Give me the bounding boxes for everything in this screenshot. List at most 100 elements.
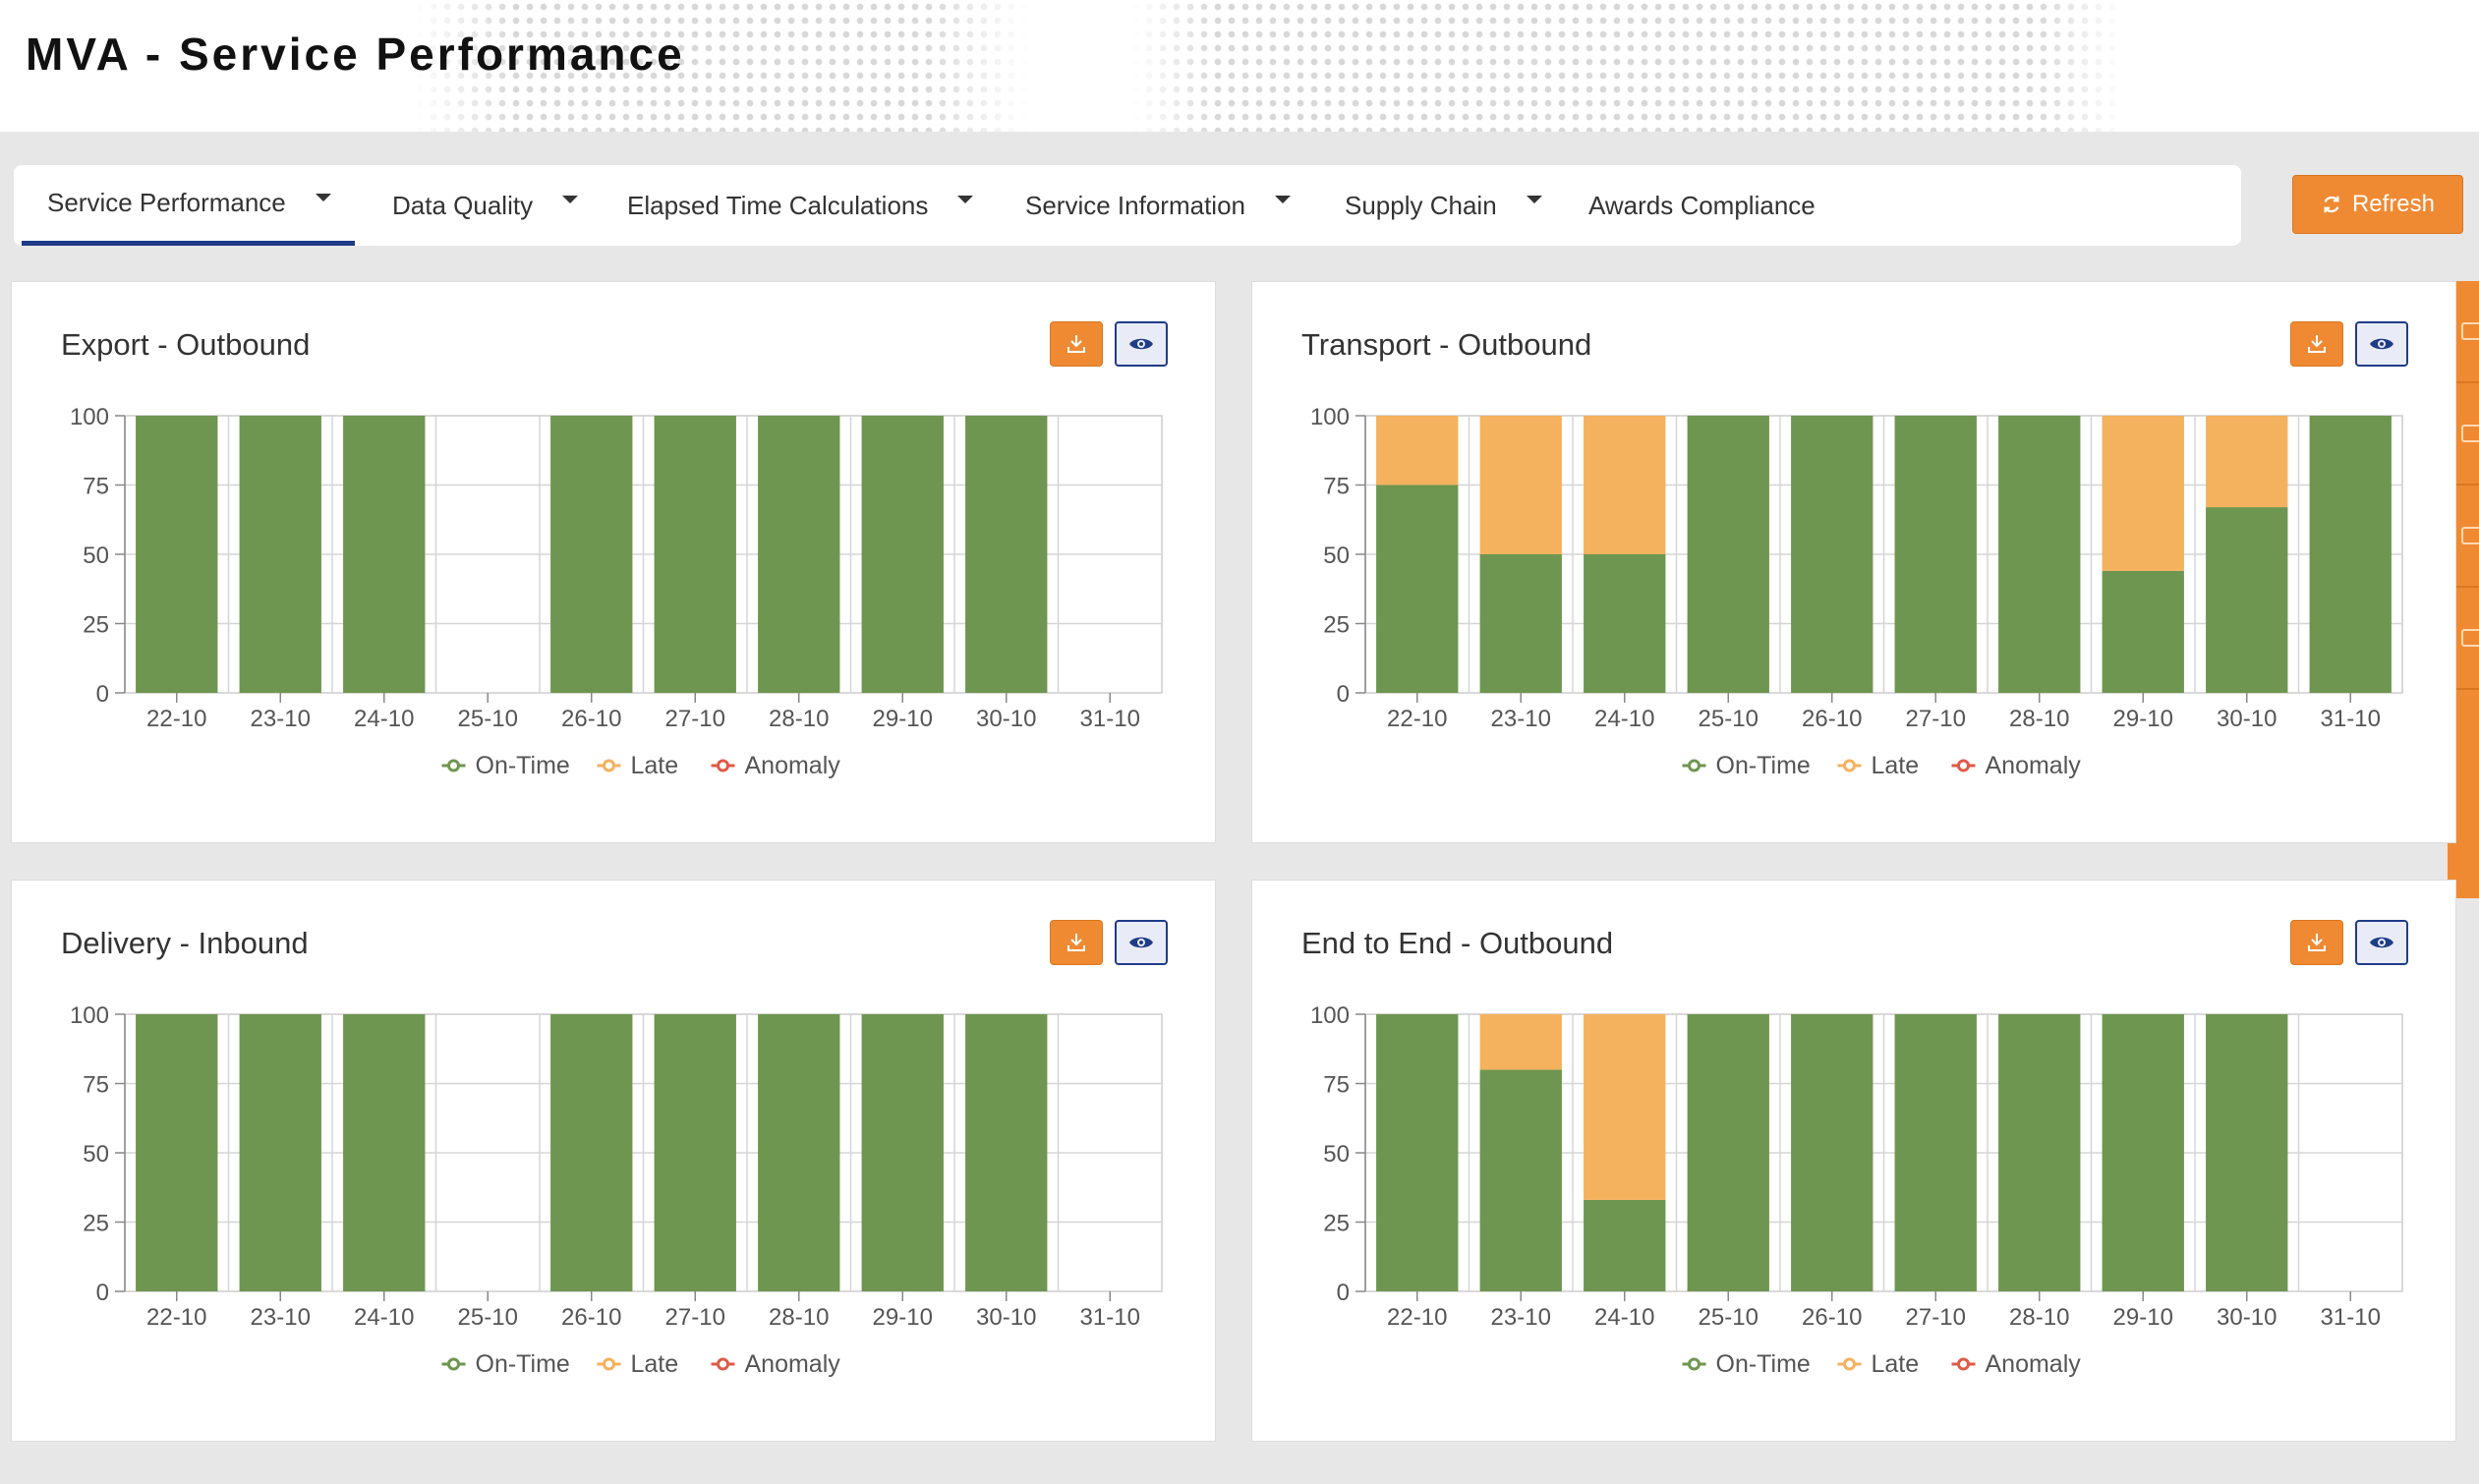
bar-on-time[interactable]	[758, 1014, 840, 1291]
refresh-button[interactable]: Refresh	[2292, 175, 2463, 234]
bar-on-time[interactable]	[2102, 1014, 2184, 1291]
tab-service-information[interactable]: Service Information	[1025, 165, 1291, 246]
x-tick-label: 23-10	[251, 706, 311, 732]
bar-on-time[interactable]	[1687, 416, 1769, 693]
x-tick-label: 28-10	[769, 1304, 829, 1331]
legend-item-late[interactable]: Late	[1837, 752, 1920, 779]
bar-on-time[interactable]	[965, 416, 1048, 693]
bar-on-time[interactable]	[1584, 554, 1666, 693]
x-tick-label: 24-10	[1594, 706, 1654, 732]
bar-on-time[interactable]	[654, 1014, 736, 1291]
legend-item-anomaly[interactable]: Anomaly	[711, 752, 841, 779]
bar-on-time[interactable]	[1687, 1014, 1769, 1291]
legend-item-on-time[interactable]: On-Time	[441, 1350, 570, 1378]
x-tick-label: 31-10	[1080, 706, 1140, 732]
bar-on-time[interactable]	[2206, 507, 2288, 693]
tab-service-performance[interactable]: Service Performance	[22, 165, 355, 246]
bar-late[interactable]	[1479, 416, 1562, 554]
caret-down-icon	[315, 193, 331, 201]
bar-on-time[interactable]	[1376, 1014, 1459, 1291]
bar-on-time[interactable]	[1376, 485, 1459, 694]
bar-on-time[interactable]	[965, 1014, 1048, 1291]
bar-on-time[interactable]	[1479, 1069, 1562, 1291]
bar-on-time[interactable]	[550, 1014, 633, 1291]
bar-on-time[interactable]	[861, 416, 944, 693]
bar-on-time[interactable]	[654, 416, 736, 693]
bar-on-time[interactable]	[1894, 1014, 1977, 1291]
bar-on-time[interactable]	[550, 416, 633, 693]
x-tick-label: 23-10	[1491, 706, 1551, 732]
side-box-button[interactable]	[2448, 485, 2479, 588]
caret-down-icon	[562, 196, 579, 203]
x-tick-label: 30-10	[2217, 706, 2277, 732]
legend-item-late[interactable]: Late	[597, 752, 679, 779]
legend-item-late[interactable]: Late	[597, 1350, 679, 1378]
legend-item-on-time[interactable]: On-Time	[1682, 1350, 1811, 1378]
download-button[interactable]	[2290, 321, 2343, 367]
legend-marker	[447, 759, 460, 772]
view-button[interactable]	[2355, 920, 2408, 965]
bar-on-time[interactable]	[1998, 416, 2081, 693]
bar-late[interactable]	[2102, 416, 2184, 571]
tab-label: Awards Compliance	[1588, 190, 1816, 220]
download-button[interactable]	[1050, 920, 1103, 965]
bar-on-time[interactable]	[758, 416, 840, 693]
chart-title: Transport - Outbound	[1301, 327, 1592, 362]
bar-on-time[interactable]	[2206, 1014, 2288, 1291]
side-book-button[interactable]	[2448, 383, 2479, 485]
bar-on-time[interactable]	[861, 1014, 944, 1291]
legend-item-late[interactable]: Late	[1837, 1350, 1920, 1378]
legend-marker	[1688, 1357, 1701, 1371]
tab-elapsed-time-calculations[interactable]: Elapsed Time Calculations	[627, 165, 974, 246]
chart-card-export-outbound: Export - Outbound 0 25 50 75 100 22-10 23-10 24…	[11, 281, 1216, 843]
bar-late[interactable]	[1584, 1014, 1666, 1200]
side-filter-button[interactable]	[2448, 281, 2479, 383]
download-icon	[2308, 335, 2326, 353]
bar-on-time[interactable]	[136, 416, 218, 693]
x-tick-label: 30-10	[2217, 1304, 2277, 1331]
bar-on-time[interactable]	[2102, 570, 2184, 693]
legend-marker	[1957, 1357, 1970, 1371]
tab-supply-chain[interactable]: Supply Chain	[1345, 165, 1542, 246]
download-icon	[1067, 335, 1085, 353]
bar-on-time[interactable]	[1998, 1014, 2081, 1291]
bar-on-time[interactable]	[239, 1014, 321, 1291]
handshake-icon	[2461, 629, 2479, 647]
bar-late[interactable]	[1584, 416, 1666, 554]
bar-on-time[interactable]	[343, 416, 426, 693]
bar-on-time[interactable]	[1791, 416, 1874, 693]
tab-label: Service Information	[1025, 190, 1245, 220]
tab-label: Data Quality	[392, 190, 534, 220]
bar-on-time[interactable]	[136, 1014, 218, 1291]
x-tick-label: 31-10	[2321, 1304, 2381, 1331]
bar-on-time[interactable]	[2309, 416, 2392, 693]
legend-marker	[1688, 759, 1701, 772]
download-button[interactable]	[2290, 920, 2343, 965]
bar-on-time[interactable]	[239, 416, 321, 693]
tab-awards-compliance[interactable]: Awards Compliance	[1588, 165, 1816, 246]
legend-item-anomaly[interactable]: Anomaly	[1951, 752, 2082, 779]
y-tick-label: 25	[1323, 1211, 1350, 1237]
bar-on-time[interactable]	[1791, 1014, 1874, 1291]
bar-on-time[interactable]	[1894, 416, 1977, 693]
refresh-icon	[2324, 196, 2339, 213]
download-button[interactable]	[1050, 321, 1103, 367]
legend-item-anomaly[interactable]: Anomaly	[1951, 1350, 2082, 1378]
bar-on-time[interactable]	[343, 1014, 426, 1291]
bar-late[interactable]	[1376, 416, 1459, 485]
legend-item-on-time[interactable]: On-Time	[1682, 752, 1811, 779]
view-button[interactable]	[1115, 920, 1168, 965]
bar-late[interactable]	[2206, 416, 2288, 508]
chart-card-end-to-end-outbound: End to End - Outbound 0 25 50 75 100 22-10 23-…	[1251, 880, 2456, 1442]
bar-on-time[interactable]	[1479, 554, 1562, 693]
legend-item-on-time[interactable]: On-Time	[441, 752, 570, 779]
view-button[interactable]	[2355, 321, 2408, 367]
bar-on-time[interactable]	[1584, 1199, 1666, 1291]
legend-marker	[717, 759, 729, 772]
legend-item-anomaly[interactable]: Anomaly	[711, 1350, 841, 1378]
side-handshake-button[interactable]	[2448, 588, 2479, 690]
legend-label: On-Time	[1716, 1350, 1811, 1378]
bar-late[interactable]	[1479, 1014, 1562, 1070]
view-button[interactable]	[1115, 321, 1168, 367]
tab-data-quality[interactable]: Data Quality	[392, 165, 579, 246]
